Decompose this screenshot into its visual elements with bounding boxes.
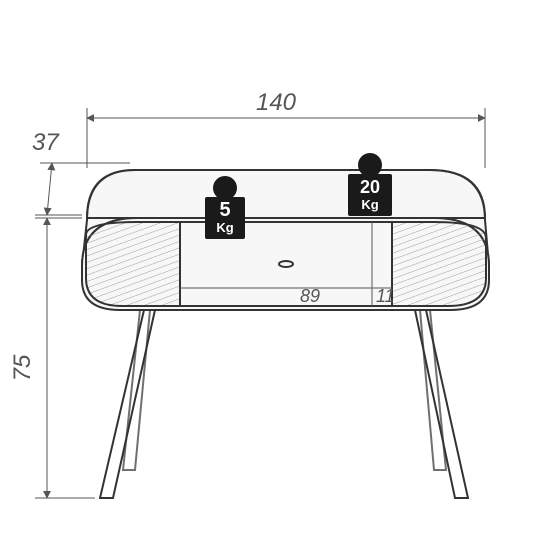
dimension-width: 140 (87, 89, 485, 168)
drawer-height-label: 11 (376, 286, 395, 306)
top-weight-badge: 20 Kg (348, 153, 392, 216)
top-weight-unit: Kg (361, 197, 378, 212)
height-label: 75 (9, 354, 36, 381)
drawer-weight-value: 5 (219, 199, 230, 221)
drawer-weight-unit: Kg (216, 220, 233, 235)
width-label: 140 (256, 89, 297, 116)
depth-label: 37 (32, 129, 60, 156)
top-weight-value: 20 (360, 177, 380, 197)
drawer-width-label: 89 (300, 286, 320, 306)
desk-dimension-diagram: 140 37 75 89 11 5 Kg 20 Kg (0, 0, 540, 540)
desk-drawing (82, 170, 489, 498)
